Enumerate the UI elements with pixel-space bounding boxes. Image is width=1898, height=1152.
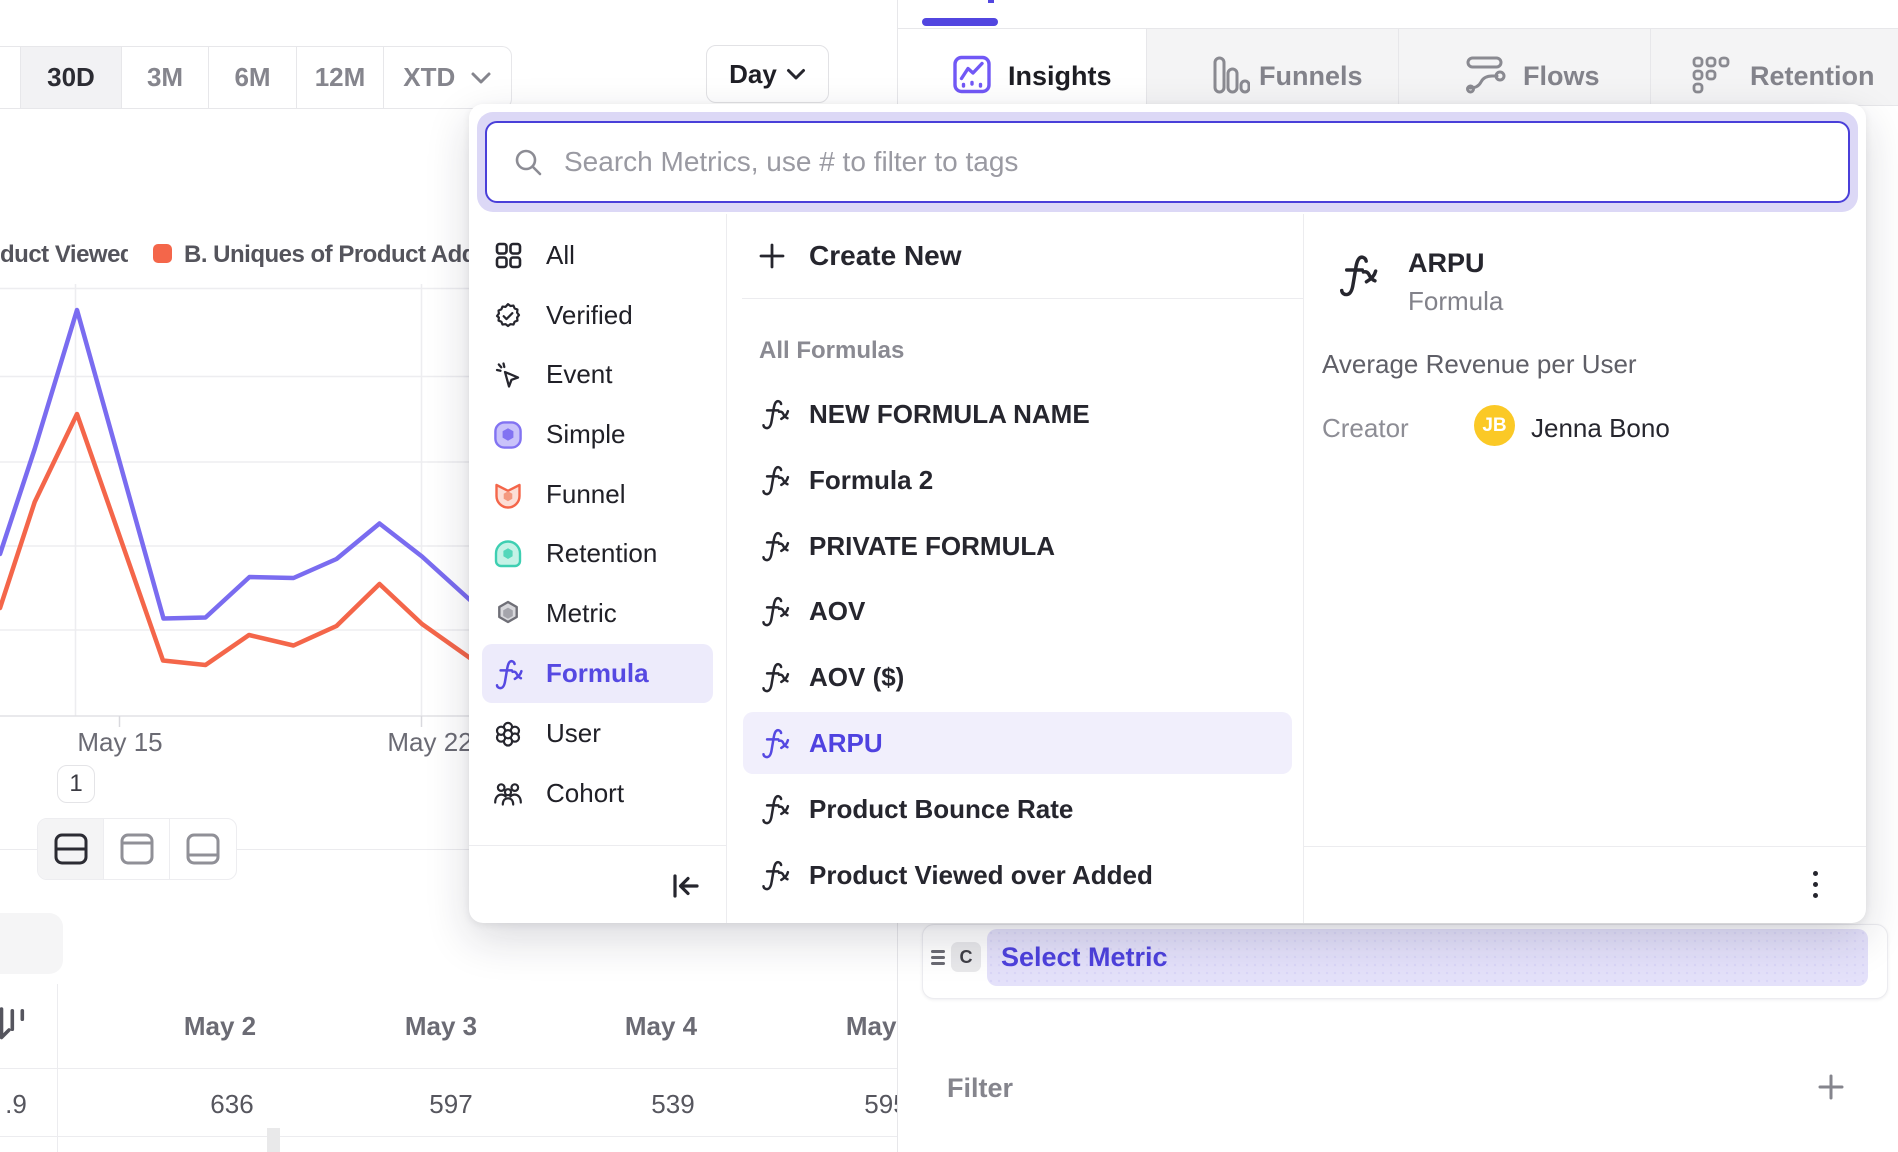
- svg-text:May 22: May 22: [387, 727, 472, 757]
- svg-text:May 15: May 15: [77, 727, 162, 757]
